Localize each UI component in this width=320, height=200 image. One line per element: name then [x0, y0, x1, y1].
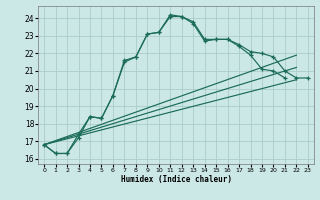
X-axis label: Humidex (Indice chaleur): Humidex (Indice chaleur) — [121, 175, 231, 184]
